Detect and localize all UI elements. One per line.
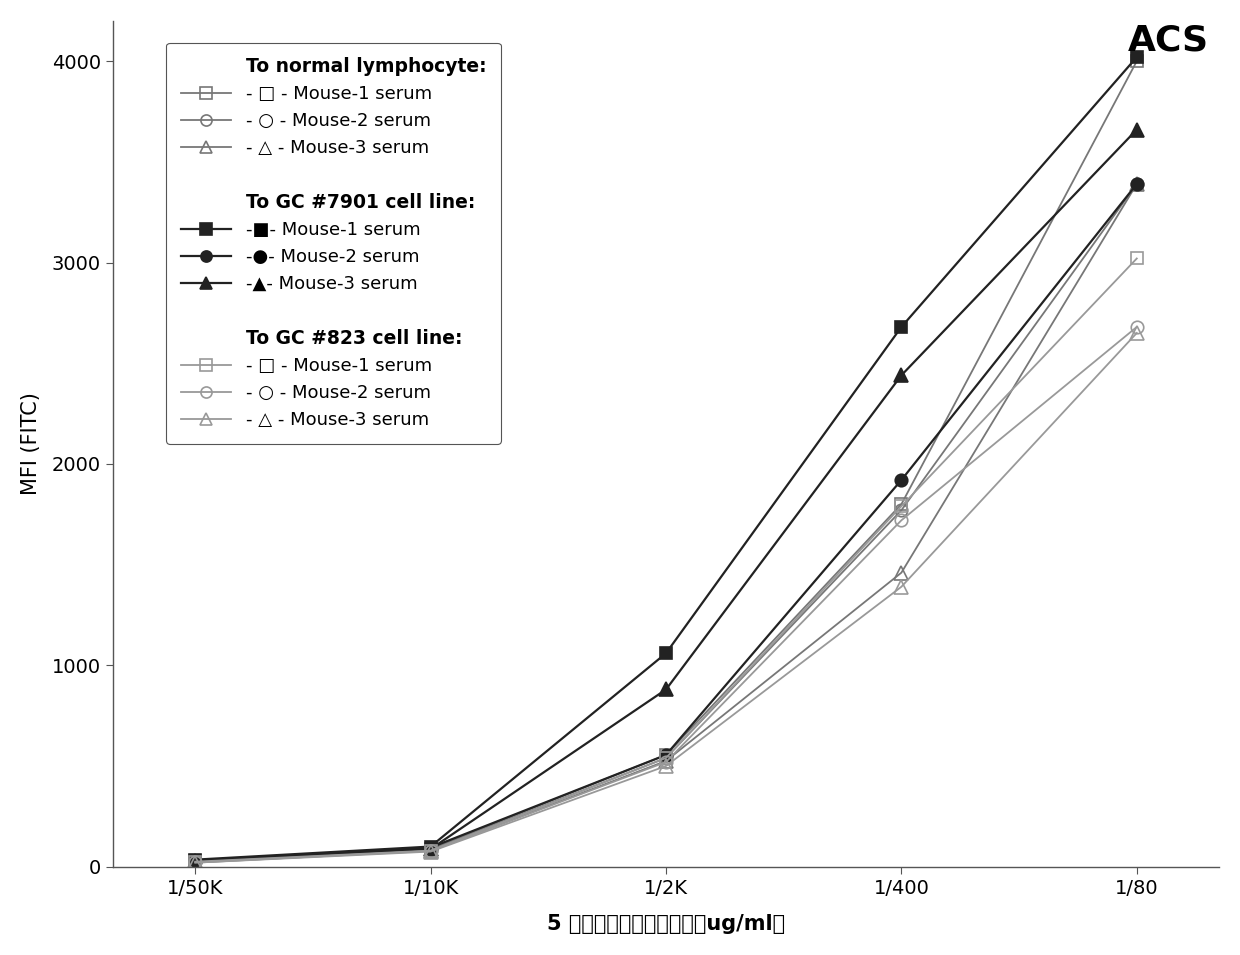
Legend: To normal lymphocyte:, - □ - Mouse-1 serum, - ○ - Mouse-2 serum, - △ - Mouse-3 s: To normal lymphocyte:, - □ - Mouse-1 ser… bbox=[166, 43, 501, 444]
Y-axis label: MFI (FITC): MFI (FITC) bbox=[21, 393, 41, 496]
Text: ACS: ACS bbox=[1128, 24, 1209, 58]
X-axis label: 5 倍系列稀释的小鼠血清（ug/ml）: 5 倍系列稀释的小鼠血清（ug/ml） bbox=[547, 914, 785, 934]
